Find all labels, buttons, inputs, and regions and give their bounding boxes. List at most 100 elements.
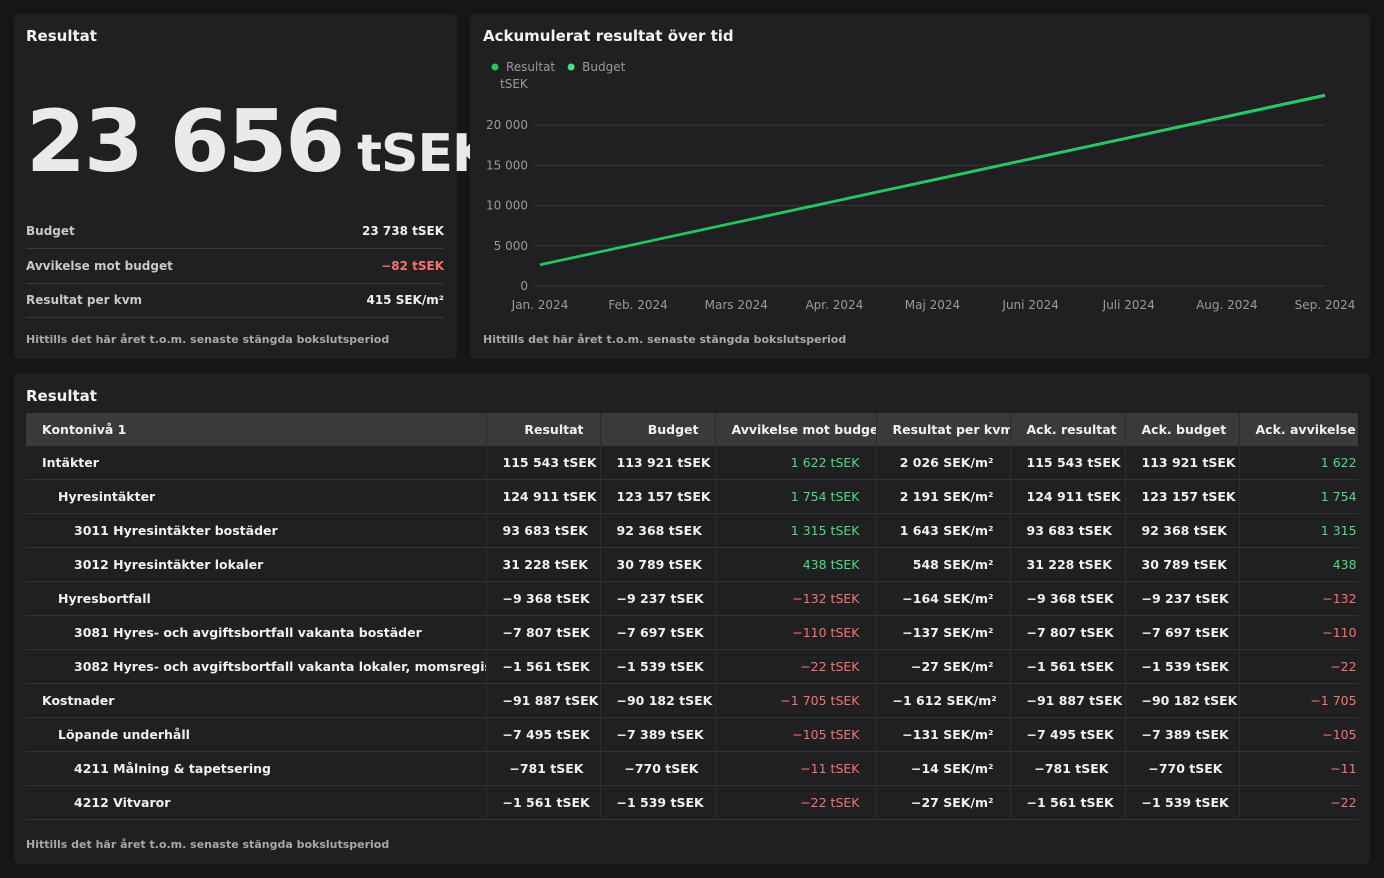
summary-row: Avvikelse mot budget −82 tSEK xyxy=(26,249,444,284)
cell: 438 tSEK xyxy=(715,547,877,582)
cell: −1 561 tSEK xyxy=(486,785,601,820)
unit: tSEK xyxy=(357,124,492,184)
value: 23 656 xyxy=(26,92,345,192)
cell: −1 539 tSEK xyxy=(600,649,716,684)
x-tick-label: Sep. 2024 xyxy=(1295,298,1356,312)
table-row: 3011 Hyresintäkter bostäder 93 683 tSEK 92… xyxy=(26,513,1358,548)
table-row: Hyresintäkter 124 911 tSEK 123 157 tSEK 1 7… xyxy=(26,479,1358,514)
table-wrap: Kontonivå 1 Resultat Budget Avvikelse mot b… xyxy=(26,413,1358,821)
cell: −22 tSEK xyxy=(1239,649,1358,684)
cell: 30 789 tSEK xyxy=(600,547,716,582)
row-label: 3012 Hyresintäkter lokaler xyxy=(26,547,487,582)
cell: −164 SEK/m² xyxy=(876,581,1011,616)
cell: −132 tSEK xyxy=(1239,581,1358,616)
cell: 1 754 tSEK xyxy=(1239,479,1358,514)
cell: −781 tSEK xyxy=(1010,751,1126,786)
card-title: Resultat xyxy=(26,387,97,405)
cell: 1 622 tSEK xyxy=(715,446,877,480)
result-table: Kontonivå 1 Resultat Budget Avvikelse mot b… xyxy=(26,413,1358,820)
row-label: Hyresbortfall xyxy=(26,581,487,616)
legend-label: Resultat xyxy=(506,60,555,74)
footnote: Hittills det här året t.o.m. senaste stä… xyxy=(26,838,390,851)
cell: −1 539 tSEK xyxy=(1125,649,1240,684)
cell: −110 tSEK xyxy=(1239,615,1358,650)
cell: −1 705 tSEK xyxy=(715,683,877,718)
cell: −770 tSEK xyxy=(600,751,716,786)
cell: 115 543 tSEK xyxy=(1010,446,1126,480)
chart-title: Ackumulerat resultat över tid xyxy=(483,27,734,45)
cell: 2 026 SEK/m² xyxy=(876,446,1011,480)
cell: −7 495 tSEK xyxy=(486,717,601,752)
cell: 123 157 tSEK xyxy=(1125,479,1240,514)
column-header: Kontonivå 1 xyxy=(26,413,487,446)
cell: −781 tSEK xyxy=(486,751,601,786)
x-tick-label: Juli 2024 xyxy=(1102,298,1155,312)
table-row: Löpande underhåll −7 495 tSEK −7 389 tSEK −… xyxy=(26,717,1358,752)
y-tick-label: 15 000 xyxy=(486,158,528,172)
x-tick-label: Mars 2024 xyxy=(705,298,768,312)
chart: Ackumulerat resultat över tid Resultat Bud… xyxy=(483,27,1356,312)
cell: 1 315 tSEK xyxy=(715,513,877,548)
cell: −27 SEK/m² xyxy=(876,649,1011,684)
cell: −9 368 tSEK xyxy=(486,581,601,616)
cell: 1 643 SEK/m² xyxy=(876,513,1011,548)
card-title: Resultat xyxy=(26,27,97,45)
summary-row: Resultat per kvm 415 SEK/m² xyxy=(26,283,444,318)
y-tick-label: 0 xyxy=(520,279,528,293)
cell: −91 887 tSEK xyxy=(486,683,601,718)
cell: −131 SEK/m² xyxy=(876,717,1011,752)
table-row: 3081 Hyres- och avgiftsbortfall vakanta … xyxy=(26,615,1358,650)
cell: 113 921 tSEK xyxy=(1125,446,1240,480)
y-tick-label: 20 000 xyxy=(486,118,528,132)
x-tick-label: Aug. 2024 xyxy=(1196,298,1258,312)
cell: −1 539 tSEK xyxy=(600,785,716,820)
cell: 115 543 tSEK xyxy=(486,446,601,480)
cell: 123 157 tSEK xyxy=(600,479,716,514)
cell: −7 807 tSEK xyxy=(486,615,601,650)
cell: −7 697 tSEK xyxy=(600,615,716,650)
row-value: 415 SEK/m² xyxy=(366,293,444,307)
table-row: 3082 Hyres- och avgiftsbortfall vakanta … xyxy=(26,649,1358,684)
y-tick-label: 5 000 xyxy=(494,239,528,253)
x-tick-label: Maj 2024 xyxy=(905,298,960,312)
cell: 2 191 SEK/m² xyxy=(876,479,1011,514)
footnote: Hittills det här året t.o.m. senaste stä… xyxy=(483,333,847,346)
row-value: −82 tSEK xyxy=(381,258,444,273)
cell: 124 911 tSEK xyxy=(486,479,601,514)
cell: −27 SEK/m² xyxy=(876,785,1011,820)
column-header: Ack. budget xyxy=(1125,413,1240,446)
cell: −14 SEK/m² xyxy=(876,751,1011,786)
column-header: Ack. avvikelse mot budget xyxy=(1239,413,1358,446)
column-header: Ack. resultat xyxy=(1010,413,1126,446)
cell: −1 539 tSEK xyxy=(1125,785,1240,820)
big-value: 23 656 tSEK xyxy=(26,92,492,192)
cell: 31 228 tSEK xyxy=(1010,547,1126,582)
x-tick-label: Feb. 2024 xyxy=(608,298,667,312)
cell: 30 789 tSEK xyxy=(1125,547,1240,582)
cell: 93 683 tSEK xyxy=(1010,513,1126,548)
cell: −9 237 tSEK xyxy=(600,581,716,616)
table-row: Intäkter 115 543 tSEK 113 921 tSEK 1 622 tS… xyxy=(26,446,1358,480)
cell: 1 315 tSEK xyxy=(1239,513,1358,548)
row-label: Budget xyxy=(26,224,75,238)
table-card: Resultat Kontonivå 1 Resultat Budget Avvike… xyxy=(14,373,1370,864)
cell: 1 622 tSEK xyxy=(1239,446,1358,480)
legend-dot xyxy=(491,63,499,71)
column-header: Resultat xyxy=(486,413,601,446)
cell: −90 182 tSEK xyxy=(600,683,716,718)
cell: −1 561 tSEK xyxy=(1010,649,1126,684)
table-row: 4212 Vitvaror −1 561 tSEK −1 539 tSEK −22 t… xyxy=(26,785,1358,820)
cell: −137 SEK/m² xyxy=(876,615,1011,650)
cell: −22 tSEK xyxy=(715,649,877,684)
cell: 438 tSEK xyxy=(1239,547,1358,582)
row-label: Intäkter xyxy=(26,446,487,480)
row-value: 23 738 tSEK xyxy=(362,224,444,238)
cell: 92 368 tSEK xyxy=(1125,513,1240,548)
cell: −11 tSEK xyxy=(715,751,877,786)
row-label: Löpande underhåll xyxy=(26,717,487,752)
cell: 92 368 tSEK xyxy=(600,513,716,548)
cell: −1 705 tSEK xyxy=(1239,683,1358,718)
table-row: 3012 Hyresintäkter lokaler 31 228 tSEK 30 … xyxy=(26,547,1358,582)
cell: −90 182 tSEK xyxy=(1125,683,1240,718)
cell: −132 tSEK xyxy=(715,581,877,616)
